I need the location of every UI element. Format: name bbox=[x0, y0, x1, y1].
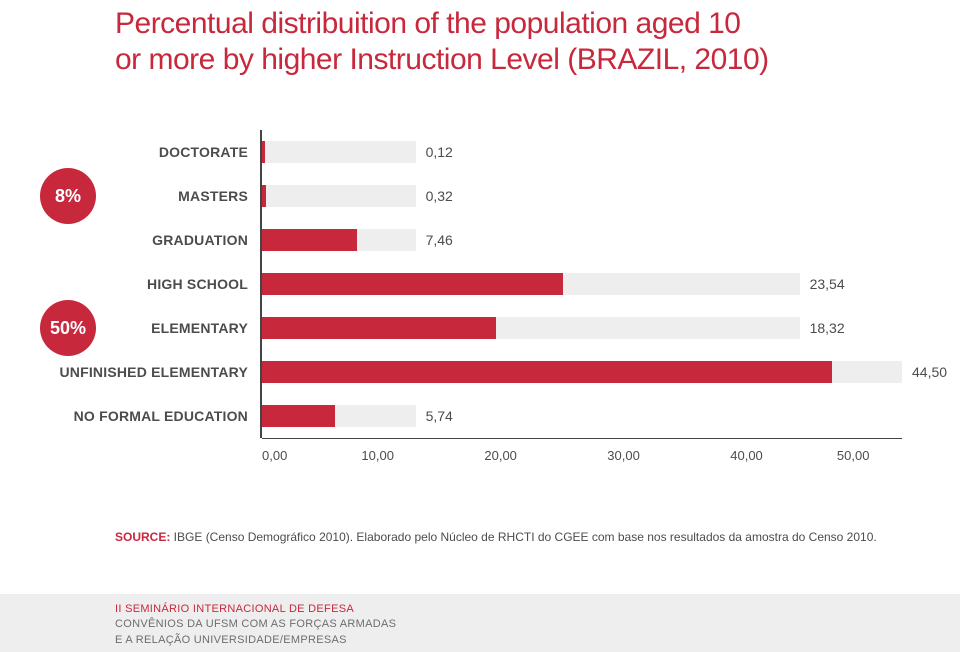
x-tick: 10,00 bbox=[361, 448, 394, 463]
percent-badge: 8% bbox=[40, 168, 96, 224]
category-label: HIGH SCHOOL bbox=[0, 276, 262, 292]
bar bbox=[262, 273, 563, 295]
x-tick: 0,00 bbox=[262, 448, 287, 463]
bar-cell: 23,54 bbox=[262, 273, 902, 295]
bar-cell: 0,32 bbox=[262, 185, 902, 207]
value-label: 0,32 bbox=[416, 185, 453, 207]
chart-row: NO FORMAL EDUCATION 5,74 bbox=[0, 394, 960, 438]
chart-title: Percentual distribuition of the populati… bbox=[115, 6, 769, 78]
percent-badge: 50% bbox=[40, 300, 96, 356]
footer: II SEMINÁRIO INTERNACIONAL DE DEFESA CON… bbox=[0, 594, 960, 652]
bar-cell: 18,32 bbox=[262, 317, 902, 339]
title-line-1: Percentual distribuition of the populati… bbox=[115, 7, 740, 40]
value-label: 0,12 bbox=[416, 141, 453, 163]
bar-cell: 44,50 bbox=[262, 361, 902, 383]
bar bbox=[262, 229, 357, 251]
source-note: SOURCE: IBGE (Censo Demográfico 2010). E… bbox=[115, 530, 877, 544]
x-tick: 40,00 bbox=[730, 448, 763, 463]
bar-cell: 5,74 bbox=[262, 405, 902, 427]
bar-track bbox=[262, 185, 416, 207]
bar bbox=[262, 141, 265, 163]
value-label: 5,74 bbox=[416, 405, 453, 427]
bar bbox=[262, 405, 335, 427]
category-label: GRADUATION bbox=[0, 232, 262, 248]
x-tick-labels: 0,00 10,00 20,00 30,00 40,00 50,00 bbox=[262, 448, 902, 463]
value-label: 44,50 bbox=[902, 361, 947, 383]
bar bbox=[262, 185, 266, 207]
footer-line-1: II SEMINÁRIO INTERNACIONAL DE DEFESA bbox=[115, 602, 960, 617]
footer-line-2: CONVÊNIOS DA UFSM COM AS FORÇAS ARMADAS bbox=[115, 617, 960, 632]
chart-row: UNFINISHED ELEMENTARY44,50 bbox=[0, 350, 960, 394]
chart-row: ELEMENTARY18,32 bbox=[0, 306, 960, 350]
source-prefix: SOURCE: bbox=[115, 530, 170, 544]
value-label: 18,32 bbox=[800, 317, 845, 339]
chart-row: DOCTORATE 0,12 bbox=[0, 130, 960, 174]
bar bbox=[262, 361, 832, 383]
footer-line-3: E A RELAÇÃO UNIVERSIDADE/EMPRESAS bbox=[115, 633, 960, 648]
bar-cell: 7,46 bbox=[262, 229, 902, 251]
x-tick: 20,00 bbox=[484, 448, 517, 463]
bar-track bbox=[262, 141, 416, 163]
x-tick: 30,00 bbox=[607, 448, 640, 463]
source-text: IBGE (Censo Demográfico 2010). Elaborado… bbox=[170, 530, 876, 544]
category-label: NO FORMAL EDUCATION bbox=[0, 408, 262, 424]
chart-row: HIGH SCHOOL 23,54 bbox=[0, 262, 960, 306]
x-axis bbox=[262, 438, 902, 439]
category-label: UNFINISHED ELEMENTARY bbox=[0, 364, 262, 380]
chart: DOCTORATE 0,12 MASTERS0,328% GRADUATION 7,46… bbox=[0, 130, 960, 438]
title-line-2: or more by higher Instruction Level (BRA… bbox=[115, 43, 769, 76]
chart-row: MASTERS0,32 bbox=[0, 174, 960, 218]
bar-cell: 0,12 bbox=[262, 141, 902, 163]
category-label: DOCTORATE bbox=[0, 144, 262, 160]
value-label: 23,54 bbox=[800, 273, 845, 295]
bar bbox=[262, 317, 496, 339]
value-label: 7,46 bbox=[416, 229, 453, 251]
x-tick: 50,00 bbox=[837, 448, 870, 463]
chart-row: GRADUATION 7,46 bbox=[0, 218, 960, 262]
